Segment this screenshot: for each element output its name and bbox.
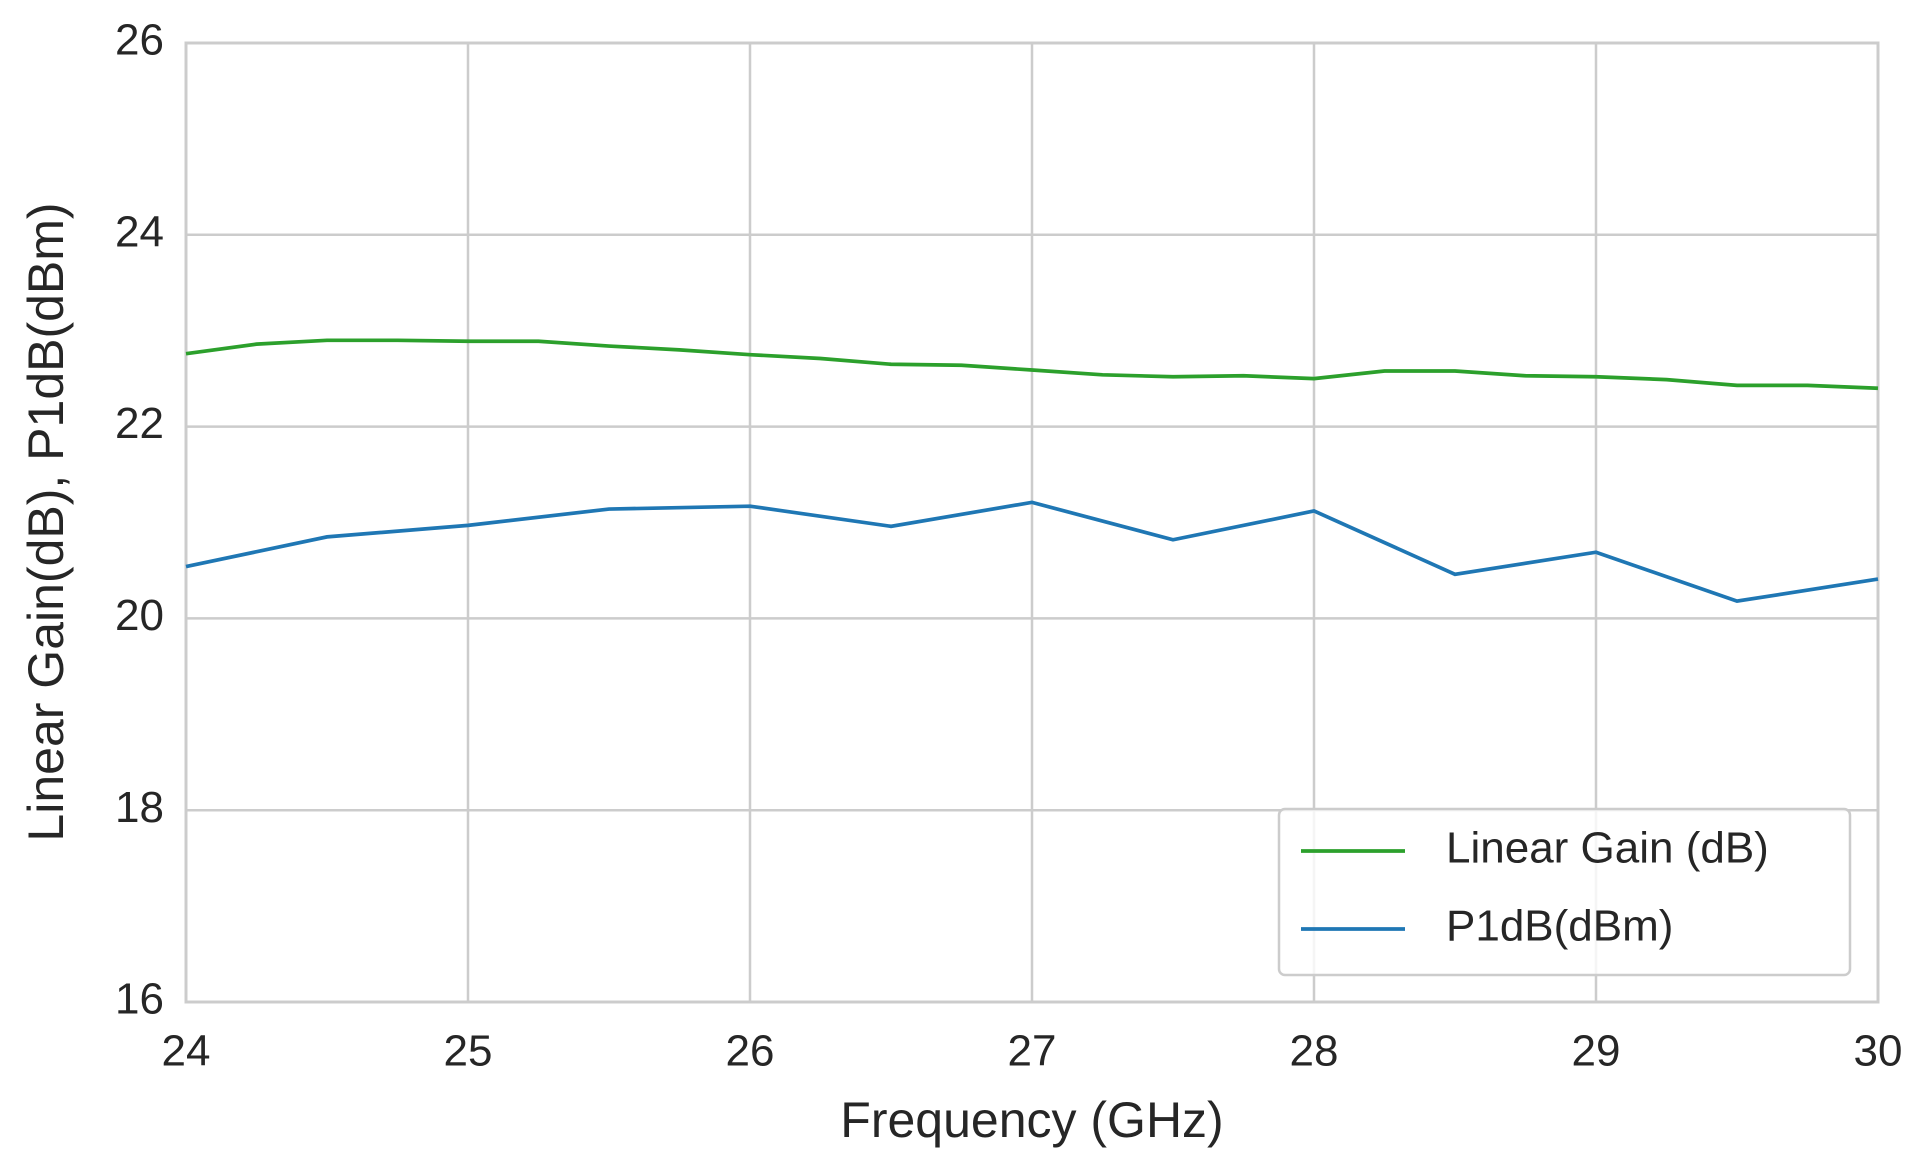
legend-label: P1dB(dBm) [1446, 902, 1673, 951]
y-axis-label: Linear Gain(dB), P1dB(dBm) [18, 202, 74, 841]
line [185, 338, 1879, 391]
x-tick-label: 29 [1572, 1027, 1621, 1076]
y-tick-label: 24 [115, 207, 164, 256]
x-tick-label: 24 [162, 1027, 211, 1076]
x-tick-label: 30 [1854, 1027, 1903, 1076]
y-tick-label: 20 [115, 591, 164, 640]
y-tick-label: 22 [115, 399, 164, 448]
line [185, 500, 1879, 604]
legend-label: Linear Gain (dB) [1446, 824, 1769, 873]
legend-box [1277, 807, 1852, 977]
x-tick-label: 25 [444, 1027, 493, 1076]
x-tick-label: 26 [726, 1027, 775, 1076]
x-tick-label: 28 [1290, 1027, 1339, 1076]
y-tick-label: 18 [115, 783, 164, 832]
x-axis-label: Frequency (GHz) [840, 1092, 1223, 1148]
plot-frame [184, 41, 1880, 1004]
y-tick-label: 26 [115, 16, 164, 65]
y-tick-label: 16 [115, 975, 164, 1024]
x-tick-label: 27 [1008, 1027, 1057, 1076]
